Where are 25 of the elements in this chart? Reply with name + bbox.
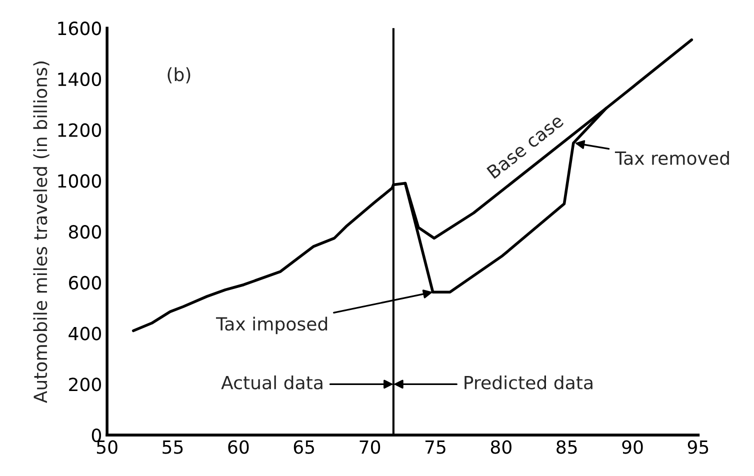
x-tick-label: 90	[622, 440, 643, 454]
annotation: Predicted data	[464, 375, 592, 390]
annotation: (b)	[168, 67, 190, 84]
x-tick-label: 60	[228, 440, 249, 454]
y-tick-label: 600	[69, 276, 102, 290]
y-tick-label: 0	[92, 428, 102, 442]
annotation: Tax imposed	[216, 316, 328, 334]
y-tick-label: 800	[68, 225, 102, 239]
x-tick-label: 80	[490, 440, 512, 454]
y-axis-title: Automobile miles traveled (in billions)	[33, 62, 50, 404]
y-tick-label: 1600	[58, 22, 102, 36]
x-tick-label: 85	[556, 440, 577, 454]
annotation: Tax removed	[614, 150, 729, 165]
y-tick-label: 1400	[58, 72, 102, 86]
x-tick-label: 70	[360, 440, 380, 454]
x-tick-label: 55	[162, 440, 183, 454]
y-tick-label: 200	[69, 378, 102, 392]
x-tick-label: 65	[294, 440, 314, 454]
y-tick-label: 1000	[58, 174, 102, 188]
y-tick-label: 1200	[58, 123, 102, 137]
annotation: Actual data	[221, 375, 322, 390]
y-tick-label: 400	[68, 326, 102, 340]
x-tick-label: 50	[96, 440, 118, 454]
x-tick-label: 95	[688, 440, 708, 454]
x-tick-label: 75	[425, 440, 446, 454]
